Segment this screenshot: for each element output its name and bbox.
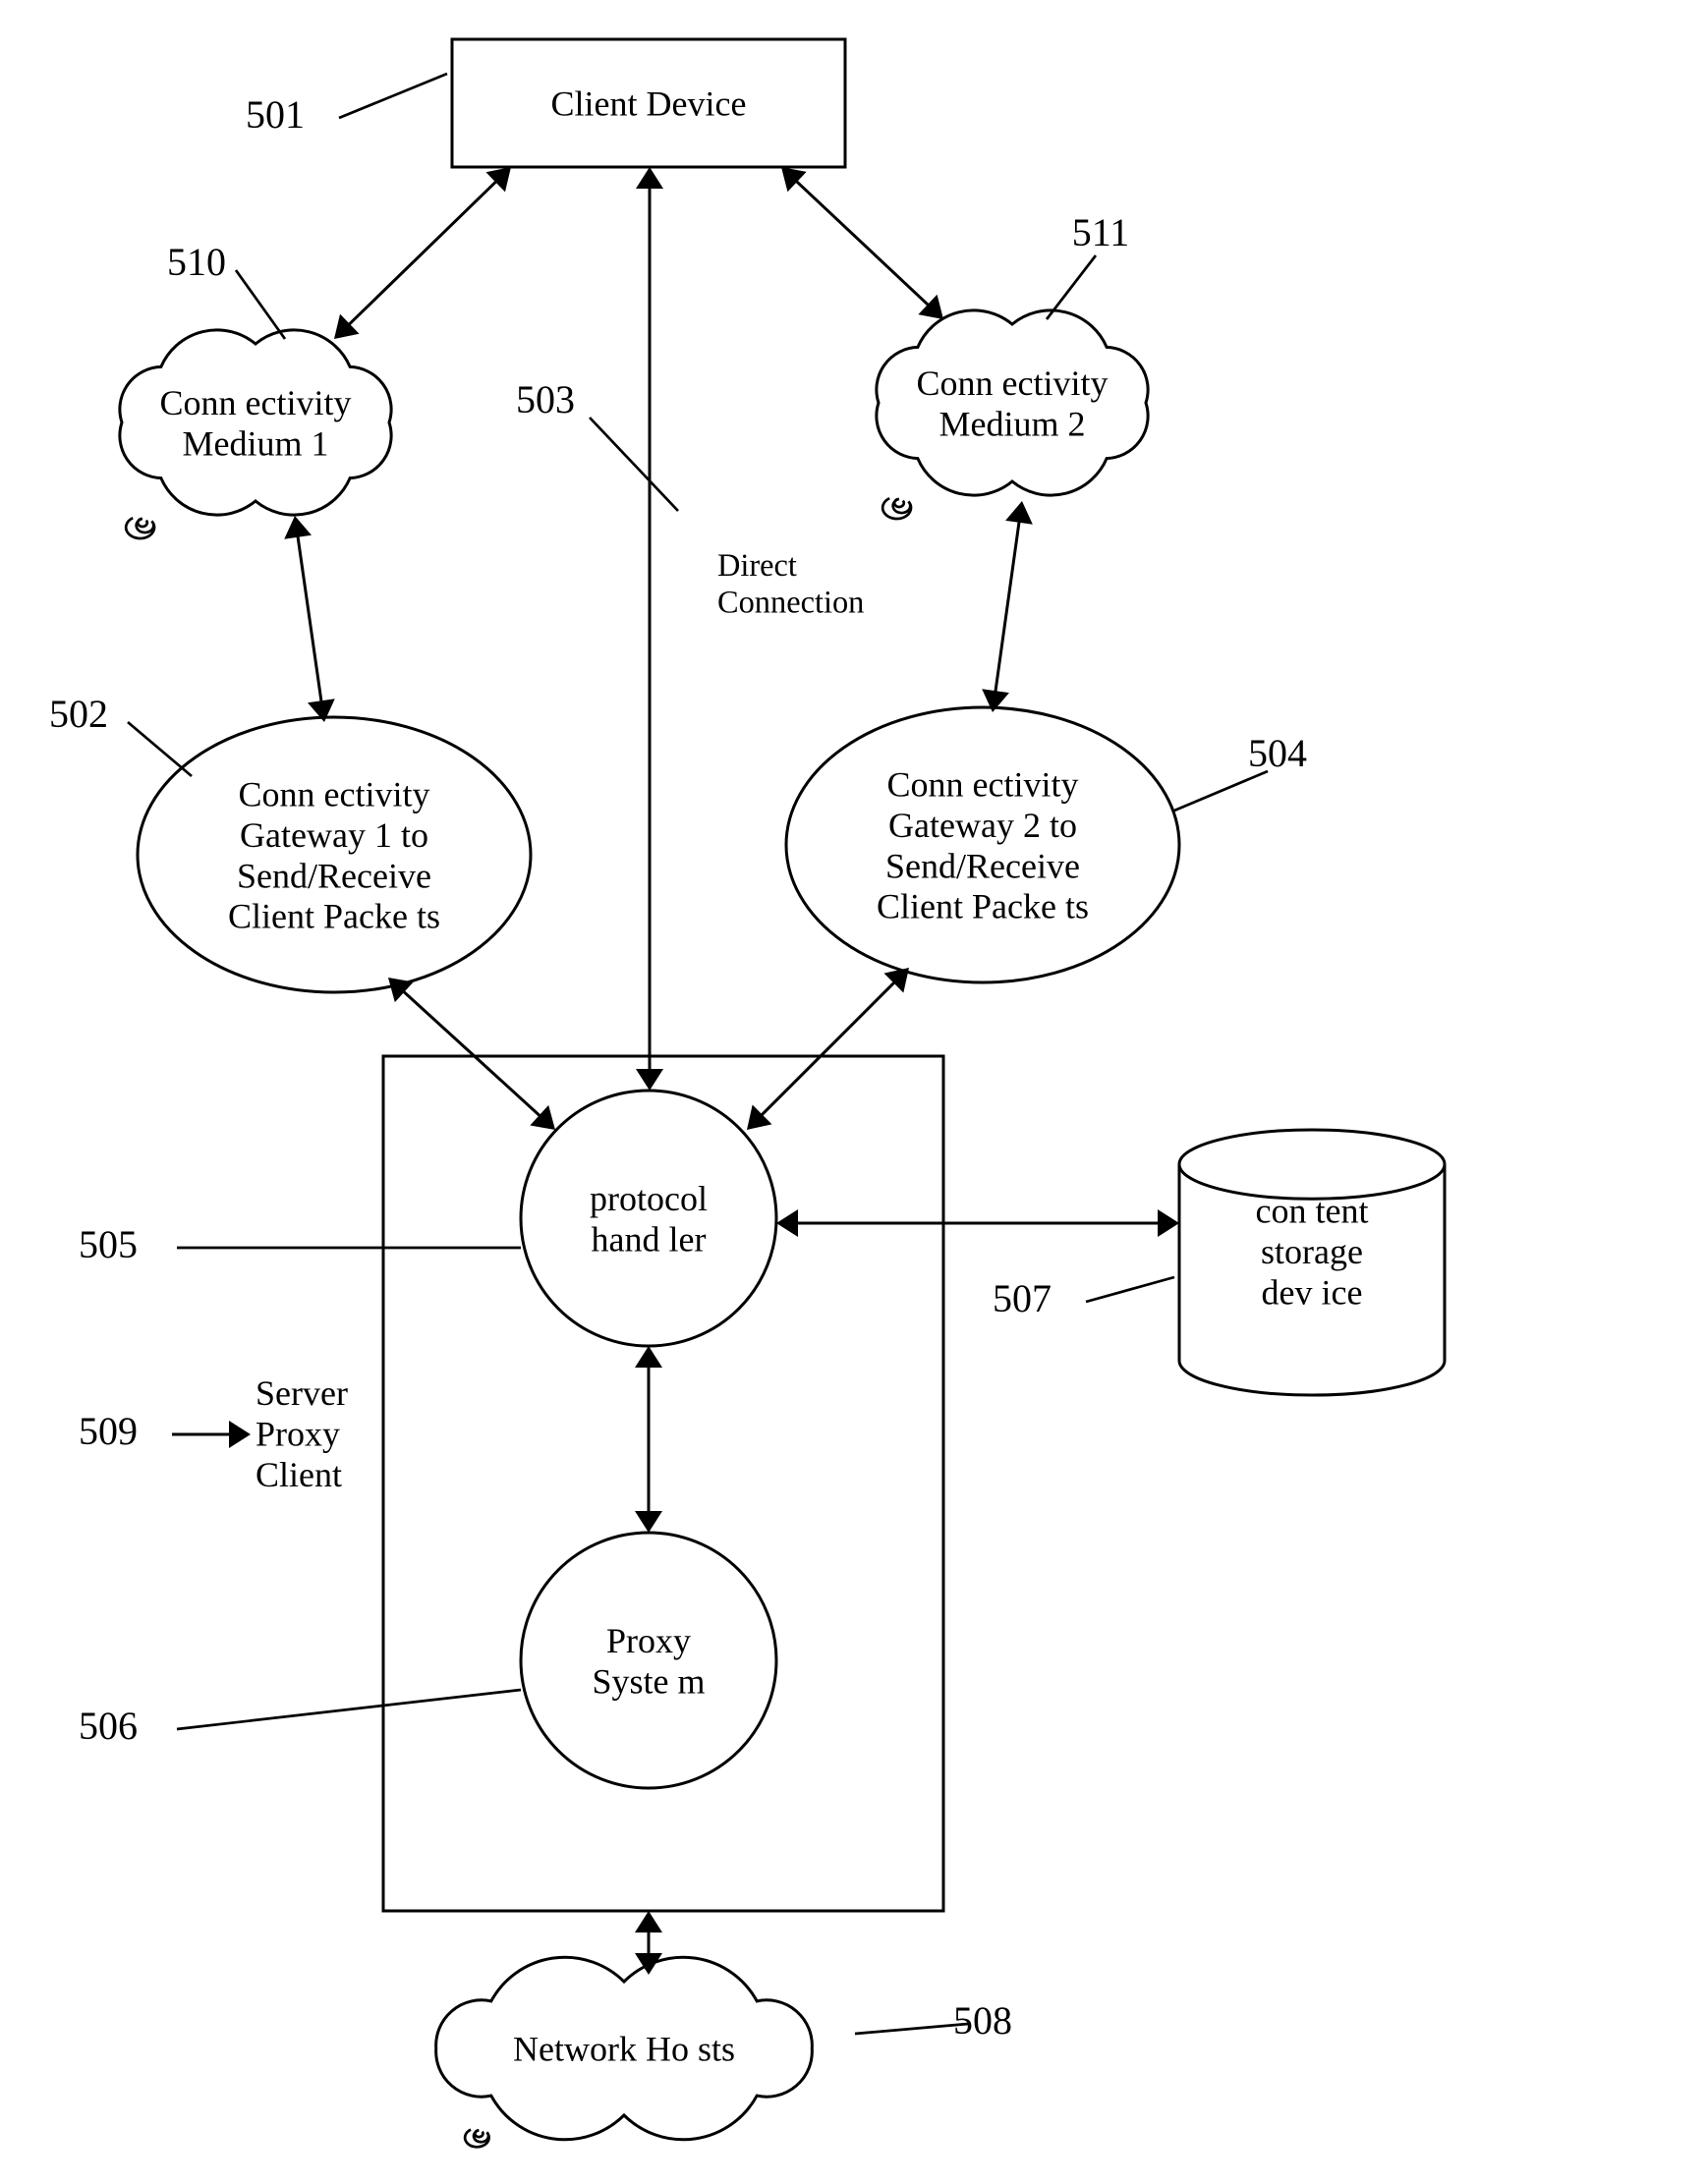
node-label-medium2: Conn ectivityMedium 2 xyxy=(917,364,1109,443)
node-label-content_storage: con tentstoragedev ice xyxy=(1256,1192,1369,1313)
ref-medium1: 510 xyxy=(167,240,226,284)
node-protocol_handler: protocolhand ler 505 xyxy=(79,1091,776,1346)
node-label-protocol_handler: protocolhand ler xyxy=(590,1179,708,1259)
edge xyxy=(396,984,547,1122)
node-medium2: Conn ectivityMedium 2 511 xyxy=(877,210,1148,519)
edge xyxy=(995,512,1021,701)
node-medium1: Conn ectivityMedium 1 510 xyxy=(120,240,391,538)
node-proxy_system: ProxySyste m 506 xyxy=(79,1533,776,1788)
node-label-network_hosts: Network Ho sts xyxy=(513,2030,735,2069)
node-label-direct_conn: DirectConnection xyxy=(717,548,864,620)
arrow-head xyxy=(635,1911,662,1932)
arrow-head xyxy=(229,1421,251,1448)
node-server_box: 509 ServerProxyClient xyxy=(79,1056,943,1911)
ref-client_device: 501 xyxy=(246,92,305,137)
arrow-head xyxy=(636,1069,663,1091)
node-label-gateway1: Conn ectivityGateway 1 toSend/ReceiveCli… xyxy=(228,775,440,936)
ref-protocol_handler: 505 xyxy=(79,1222,138,1266)
ref-proxy_system: 506 xyxy=(79,1704,138,1748)
node-client_device: Client Device 501 xyxy=(246,39,845,167)
side-label-server_box: ServerProxyClient xyxy=(256,1373,348,1494)
ref-direct_conn: 503 xyxy=(516,377,575,421)
leader xyxy=(590,418,678,511)
arrow-head xyxy=(635,1346,662,1368)
leader xyxy=(1174,771,1268,811)
leader xyxy=(1086,1277,1174,1302)
ref-network_hosts: 508 xyxy=(953,1998,1012,2043)
arrow-head xyxy=(776,1209,798,1237)
node-gateway2: Conn ectivityGateway 2 toSend/ReceiveCli… xyxy=(786,707,1307,982)
ref-server_box: 509 xyxy=(79,1409,138,1453)
ref-medium2: 511 xyxy=(1072,210,1130,254)
leader xyxy=(177,1690,521,1729)
edge xyxy=(297,527,323,711)
leader xyxy=(339,74,447,118)
leader xyxy=(855,2024,968,2034)
edge xyxy=(342,175,503,332)
edge xyxy=(755,976,901,1122)
node-network_hosts: Network Ho sts 508 xyxy=(436,1957,1012,2147)
arrow-head xyxy=(1158,1209,1179,1237)
node-direct_conn: DirectConnection 503 xyxy=(516,377,864,620)
node-label-medium1: Conn ectivityMedium 1 xyxy=(160,383,352,463)
leader xyxy=(1047,255,1096,319)
node-content_storage: con tentstoragedev ice 507 xyxy=(993,1130,1445,1395)
node-label-gateway2: Conn ectivityGateway 2 toSend/ReceiveCli… xyxy=(877,765,1089,926)
ref-gateway2: 504 xyxy=(1248,731,1307,775)
ref-content_storage: 507 xyxy=(993,1276,1052,1320)
arrow-head xyxy=(1005,501,1033,525)
node-label-client_device: Client Device xyxy=(551,84,747,124)
arrow-head xyxy=(636,167,663,189)
arrow-head xyxy=(635,1511,662,1533)
arrow-head xyxy=(284,516,312,539)
leader xyxy=(236,270,285,339)
node-label-proxy_system: ProxySyste m xyxy=(592,1621,705,1701)
node-gateway1: Conn ectivityGateway 1 toSend/ReceiveCli… xyxy=(49,692,531,992)
ref-gateway1: 502 xyxy=(49,692,108,736)
edge xyxy=(789,175,936,312)
leader xyxy=(128,722,192,776)
